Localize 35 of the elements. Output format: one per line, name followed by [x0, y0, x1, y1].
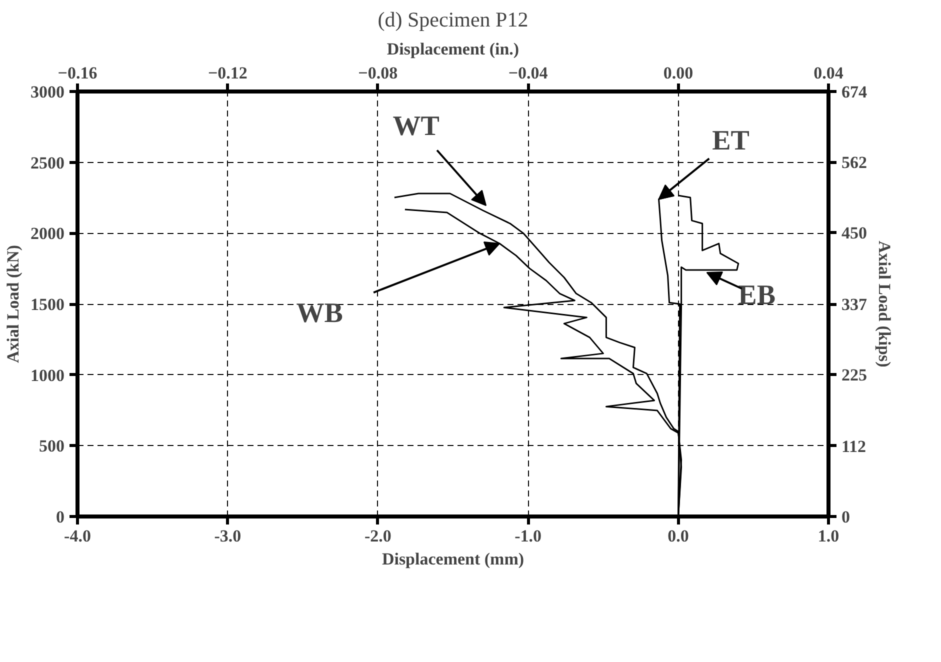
x-tick-label: 1.0 [818, 526, 840, 546]
y2-tick-label: 225 [842, 366, 867, 385]
y2-tick-label: 112 [842, 436, 866, 456]
chart-title: (d) Specimen P12 [378, 8, 528, 32]
y2-tick-label: 674 [842, 82, 868, 102]
y2-tick-label: 337 [842, 295, 868, 314]
x2-tick-label: −0.04 [508, 64, 548, 82]
y-tick-label: 2000 [30, 224, 64, 244]
x2-axis-title: Displacement (in.) [386, 40, 520, 58]
y2-tick-label: 0 [842, 508, 850, 526]
x-tick-label: -3.0 [214, 526, 242, 546]
x2-tick-label: −0.16 [58, 64, 98, 82]
annotation: WT [392, 111, 440, 142]
y-tick-label: 1000 [30, 366, 64, 385]
x2-tick-label: 0.00 [663, 64, 694, 82]
x2-tick-label: −0.12 [208, 64, 248, 82]
x-tick-label: -4.0 [64, 526, 91, 546]
y-tick-label: 500 [39, 436, 64, 456]
x2-tick-label: 0.04 [814, 64, 844, 82]
x-tick-label: -2.0 [364, 526, 392, 546]
x-tick-label: -1.0 [514, 526, 542, 546]
annotation: ET [712, 126, 750, 157]
y-tick-label: 1500 [30, 295, 64, 314]
x-tick-label: 0.0 [668, 526, 689, 546]
annotation: EB [738, 280, 776, 312]
y2-axis-title: Axial Load (kips) [875, 240, 894, 368]
y-tick-label: 0 [56, 508, 64, 526]
y2-tick-label: 562 [842, 153, 867, 172]
annotation: WB [296, 298, 343, 330]
y-axis-title: Axial Load (kN) [4, 244, 22, 364]
y-tick-label: 2500 [30, 153, 64, 172]
x-axis-title: Displacement (mm) [382, 550, 524, 568]
y2-tick-label: 450 [842, 224, 867, 243]
y-tick-label: 3000 [30, 82, 64, 102]
x2-tick-label: −0.08 [358, 64, 398, 82]
